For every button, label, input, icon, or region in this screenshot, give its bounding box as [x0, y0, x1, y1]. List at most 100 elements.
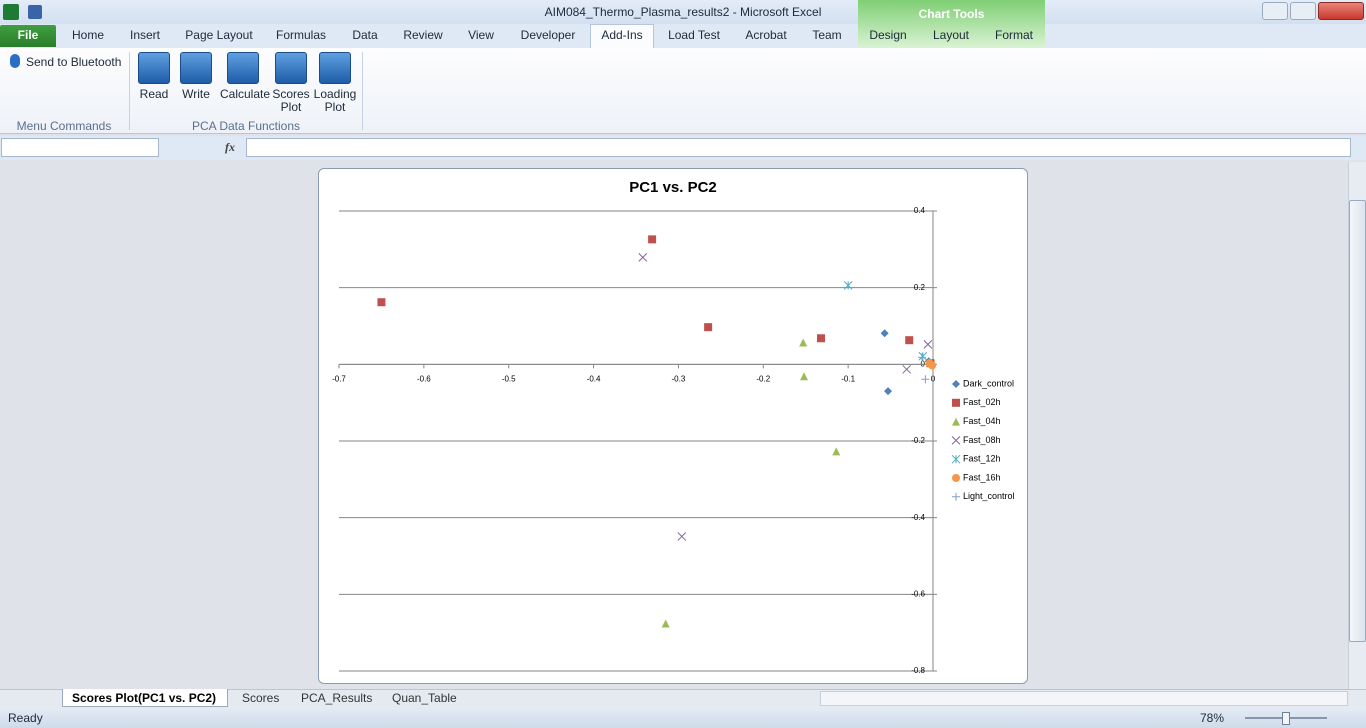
bluetooth-icon[interactable]	[10, 54, 20, 68]
legend-label: Fast_16h	[963, 472, 1001, 482]
point	[677, 532, 687, 541]
y-tick-label: 0.2	[914, 283, 926, 292]
ribbon-button[interactable]: Calculate	[220, 52, 271, 101]
point	[704, 323, 713, 332]
x-tick-label: -0.4	[587, 374, 601, 383]
ribbon-tab[interactable]: Formulas	[275, 28, 327, 42]
legend-label: Dark_control	[963, 378, 1014, 388]
point	[661, 619, 670, 628]
legend-marker	[952, 417, 960, 426]
button-icon	[180, 52, 212, 84]
point	[880, 329, 889, 338]
ribbon-tab[interactable]: Home	[71, 28, 105, 42]
insert-function[interactable]: fx	[225, 140, 235, 154]
chart: PC1 vs. PC2 0.40.20-0.2-0.4-0.6-0.8-0.7-…	[332, 179, 1015, 675]
scroll-thumb[interactable]	[1349, 200, 1366, 642]
title-bar: AIM084_Thermo_Plasma_results2 - Microsof…	[0, 0, 1366, 24]
ribbon-tab[interactable]: Page Layout	[185, 28, 253, 42]
point	[902, 364, 912, 374]
point	[905, 336, 914, 345]
point	[816, 334, 825, 343]
ribbon-tab-row	[0, 24, 1366, 48]
ribbon-tab[interactable]: Design	[869, 28, 907, 42]
ribbon-tab[interactable]: Acrobat	[745, 28, 787, 42]
status-bar: Ready 78%	[0, 708, 1366, 728]
ribbon-button[interactable]: Scores Plot	[268, 52, 314, 114]
ribbon-tab[interactable]: Data	[352, 28, 378, 42]
point	[918, 351, 928, 361]
ribbon-tab[interactable]: Team	[812, 28, 842, 42]
legend-label: Fast_08h	[963, 435, 1001, 445]
ribbon-tab[interactable]: Insert	[129, 28, 161, 42]
close-button[interactable]	[1318, 2, 1364, 20]
legend-label: Light_control	[963, 491, 1015, 501]
legend-label: Fast_02h	[963, 397, 1001, 407]
chart-tools-label: Chart Tools	[918, 7, 985, 21]
legend-marker	[951, 436, 961, 445]
legend-marker	[952, 492, 960, 501]
sheet-tab[interactable]: Scores Plot(PC1 vs. PC2)	[72, 691, 217, 705]
group-label: PCA Data Functions	[191, 119, 301, 133]
group-separator	[129, 52, 130, 130]
window-title: AIM084_Thermo_Plasma_results2 - Microsof…	[544, 5, 822, 19]
sheet-tab[interactable]: Scores	[242, 691, 280, 705]
group-separator	[362, 52, 363, 130]
point	[923, 340, 933, 349]
y-tick-label: -0.6	[911, 589, 925, 598]
chart-tools-header: Chart Tools	[858, 0, 1045, 47]
point	[799, 338, 808, 347]
group-label: Menu Commands	[16, 119, 112, 133]
button-icon	[275, 52, 307, 84]
button-label: Write	[182, 87, 210, 101]
x-tick-label: -0.5	[502, 374, 516, 383]
zoom-level[interactable]: 78%	[1200, 711, 1225, 725]
file-tab-bg[interactable]	[0, 25, 56, 47]
legend-marker	[952, 398, 960, 407]
legend-marker	[952, 380, 960, 388]
ribbon-button[interactable]: Write	[173, 52, 219, 101]
zoom-thumb[interactable]	[1282, 712, 1290, 725]
ribbon-tab[interactable]: Developer	[520, 28, 576, 42]
legend-marker	[952, 474, 960, 482]
minimize-button[interactable]	[1262, 2, 1288, 20]
sheet-tab[interactable]: PCA_Results	[301, 691, 373, 705]
horizontal-scrollbar[interactable]	[820, 691, 1348, 706]
button-label: Calculate	[220, 87, 271, 101]
name-box[interactable]	[1, 138, 159, 157]
chart-area[interactable]: PC1 vs. PC2 0.40.20-0.2-0.4-0.6-0.8-0.7-…	[318, 168, 1028, 684]
chart-title: PC1 vs. PC2	[629, 179, 717, 196]
sheet-tab[interactable]: Quan_Table	[392, 691, 457, 705]
point	[832, 447, 841, 456]
button-label: Read	[139, 87, 169, 101]
ribbon-tab[interactable]: Layout	[932, 28, 970, 42]
selected-tab-bg	[590, 24, 654, 48]
excel-icon	[3, 4, 19, 20]
point	[648, 235, 657, 244]
x-tick-label: -0.3	[672, 374, 686, 383]
ribbon-tab[interactable]: Load Test	[668, 28, 720, 42]
y-tick-label: -0.4	[911, 513, 925, 522]
ribbon-tab[interactable]: Format	[994, 28, 1034, 42]
ribbon-tab[interactable]: Add-Ins	[601, 28, 643, 42]
ribbon-tab[interactable]: File	[17, 28, 39, 42]
formula-input[interactable]	[246, 138, 1351, 157]
legend-label: Fast_04h	[963, 416, 1001, 426]
ribbon-button[interactable]: Loading Plot	[312, 52, 358, 114]
button-icon	[319, 52, 351, 84]
button-icon	[138, 52, 170, 84]
y-tick-label: -0.8	[911, 666, 925, 675]
y-tick-label: -0.2	[911, 436, 925, 445]
save-button[interactable]	[28, 5, 42, 19]
ribbon-tab[interactable]: Review	[403, 28, 443, 42]
x-tick-label: -0.6	[417, 374, 431, 383]
x-tick-label: -0.7	[332, 374, 346, 383]
ribbon-button[interactable]: Send to Bluetooth	[26, 55, 122, 69]
point	[928, 361, 937, 370]
status-mode: Ready	[8, 711, 43, 725]
x-tick-label: -0.1	[841, 374, 855, 383]
ribbon-button[interactable]: Read	[131, 52, 177, 101]
ribbon-tab[interactable]: View	[468, 28, 494, 42]
restore-button[interactable]	[1290, 2, 1316, 20]
button-label: Scores Plot	[272, 87, 310, 114]
